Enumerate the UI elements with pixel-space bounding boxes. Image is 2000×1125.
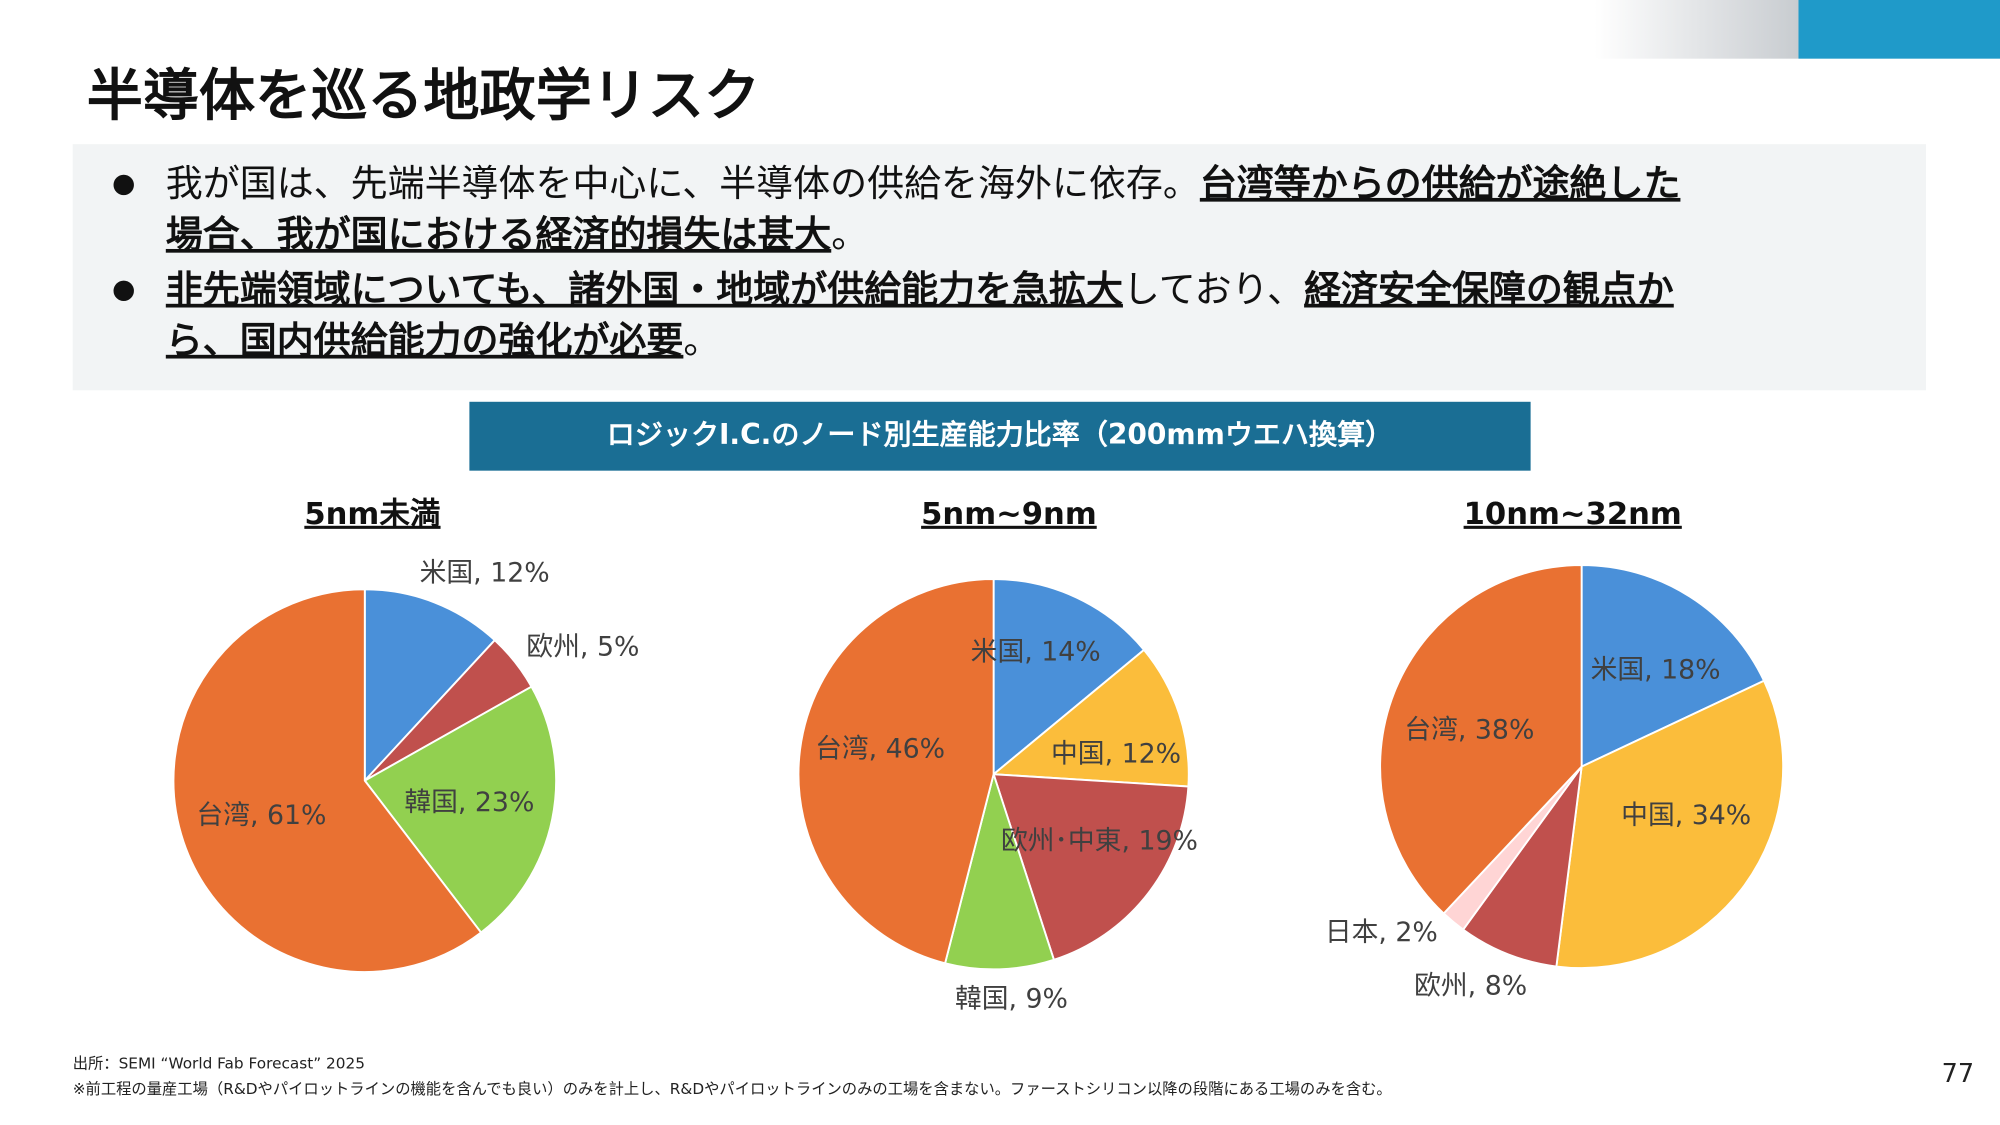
pie-slice	[797, 578, 995, 965]
pie-slice	[363, 685, 558, 934]
data-label: 欧州, 5%	[526, 631, 639, 662]
pie-slice	[992, 773, 1190, 962]
banner-text: ロジックI.C.のノード別生産能力比率（200mmウエハ換算）	[607, 418, 1393, 451]
footnote: 出所：SEMI “World Fab Forecast” 2025	[73, 1054, 365, 1072]
pie-slice	[363, 588, 497, 784]
bullet-segment: 台湾等からの供給が途絶した	[1200, 161, 1681, 204]
data-label: 米国, 12%	[420, 557, 550, 588]
bullet-line: ら、国内供給能力の強化が必要。	[166, 318, 721, 361]
bullet-segment: 場合、我が国における経済的損失は甚大	[166, 212, 831, 255]
pie-slice	[1379, 564, 1583, 915]
footnote: ※前工程の量産工場（R&Dやパイロットラインの機能を含んでも良い）のみを計上し、…	[73, 1080, 1392, 1098]
bullet-segment: 。	[683, 318, 720, 361]
data-label: 米国, 18%	[1591, 654, 1721, 685]
bullet-segment: しており、	[1123, 267, 1304, 310]
pie-slice	[1580, 564, 1766, 769]
header-decoration	[1798, 0, 2000, 59]
page-number: 77	[1942, 1059, 1974, 1089]
bullet-dot	[113, 174, 134, 196]
bullet-segment: 。	[831, 212, 868, 255]
data-label: 韓国, 9%	[955, 983, 1068, 1014]
pie-slice	[1555, 679, 1785, 970]
pie-slice	[991, 648, 1190, 788]
chart-title: 10nm~32nm	[1464, 497, 1682, 532]
header-decoration	[1594, 0, 1799, 59]
data-label: 中国, 34%	[1621, 800, 1751, 831]
data-label: 欧州, 8%	[1414, 971, 1527, 1002]
data-label: 米国, 14%	[971, 637, 1101, 668]
bullet-segment: 我が国は、先端半導体を中心に、半導体の供給を海外に依存。	[166, 161, 1200, 204]
bullet-line: 非先端領域についても、諸外国・地域が供給能力を急拡大しており、経済安全保障の観点…	[166, 267, 1674, 310]
data-label: 欧州･中東, 19%	[1001, 825, 1198, 856]
data-label: 日本, 2%	[1325, 917, 1438, 948]
bullet-line: 場合、我が国における経済的損失は甚大。	[166, 212, 868, 255]
bullet-line: 我が国は、先端半導体を中心に、半導体の供給を海外に依存。台湾等からの供給が途絶し…	[166, 161, 1681, 204]
chart-title: 5nm~9nm	[921, 497, 1097, 532]
banner	[469, 401, 1531, 471]
data-label: 台湾, 38%	[1404, 714, 1534, 745]
pie-slice	[943, 770, 1056, 971]
slide-title: 半導体を巡る地政学リスク	[87, 64, 760, 129]
data-label: 韓国, 23%	[404, 787, 534, 818]
data-label: 台湾, 61%	[196, 800, 326, 831]
bullet-segment: 経済安全保障の観点か	[1304, 267, 1674, 310]
data-label: 台湾, 46%	[815, 733, 945, 764]
bullet-segment: 非先端領域についても、諸外国・地域が供給能力を急拡大	[166, 267, 1123, 310]
data-label: 中国, 12%	[1051, 739, 1181, 770]
pie-slice	[992, 578, 1146, 777]
chart-title: 5nm未満	[304, 497, 440, 532]
pie-slice	[172, 588, 483, 973]
bullet-dot	[113, 280, 134, 302]
pie-slice	[1461, 766, 1583, 968]
bullet-segment: ら、国内供給能力の強化が必要	[166, 318, 684, 361]
bullet-box	[72, 144, 1927, 391]
